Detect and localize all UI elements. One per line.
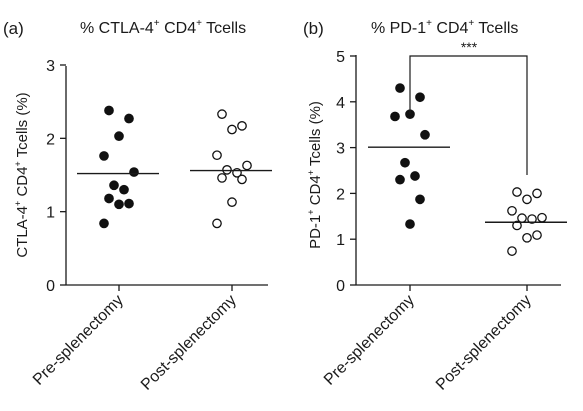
filled-data-point	[109, 180, 119, 191]
panel-a-title: % CTLA-4+ CD4+ Tcells	[80, 18, 246, 37]
panel-a-x-ticks: Pre-splenectomy Post-splenectomy	[30, 285, 240, 394]
filled-data-point	[405, 219, 415, 229]
filled-data-point	[390, 111, 400, 122]
panel-a: (a) % CTLA-4+ CD4+ Tcells CTLA-4+ CD4+ T…	[3, 18, 272, 394]
x-tick-label: Pre-splenectomy	[321, 292, 418, 389]
filled-data-point	[410, 171, 420, 181]
filled-data-point	[415, 194, 425, 205]
filled-data-point	[104, 193, 114, 204]
y-tick-label: 0	[336, 278, 345, 295]
y-tick-label: 3	[336, 141, 345, 158]
filled-data-point	[124, 113, 134, 124]
open-data-point	[527, 214, 537, 224]
open-data-point	[227, 124, 237, 135]
x-tick-label: Post-splenectomy	[138, 292, 240, 394]
panel-a-ylabel: CTLA-4+ CD4+ Tcells (%)	[13, 92, 31, 257]
open-data-point	[217, 173, 227, 183]
open-data-point	[507, 205, 517, 216]
y-tick-label: 2	[46, 131, 55, 148]
y-tick-label: 4	[336, 95, 345, 112]
filled-data-point	[129, 167, 139, 177]
y-tick-label: 1	[336, 232, 345, 249]
open-data-point	[512, 187, 522, 197]
y-tick-label: 5	[336, 49, 345, 66]
open-data-point	[507, 246, 517, 256]
filled-data-point	[114, 131, 124, 141]
open-data-point	[242, 160, 252, 171]
x-tick-label: Post-splenectomy	[433, 292, 535, 394]
y-tick-label: 3	[46, 58, 55, 75]
panel-b: (b) % PD-1+ CD4+ Tcells PD-1+ CD4+ Tcell…	[303, 18, 567, 394]
filled-data-point	[114, 199, 124, 210]
panel-b-ylabel: PD-1+ CD4+ Tcells (%)	[306, 101, 324, 249]
open-data-point	[522, 194, 532, 205]
panel-b-x-ticks: Pre-splenectomy Post-splenectomy	[321, 285, 535, 394]
open-data-point	[212, 150, 222, 161]
filled-data-point	[420, 129, 430, 140]
panel-a-points	[77, 105, 272, 229]
significance-bracket	[409, 55, 528, 175]
filled-data-point	[119, 184, 129, 195]
open-data-point	[222, 165, 232, 175]
filled-data-point	[124, 198, 134, 209]
open-data-point	[532, 230, 542, 240]
panel-a-y-ticks: 0 1 2 3	[46, 58, 66, 295]
open-data-point	[537, 212, 547, 223]
y-tick-label: 2	[336, 186, 345, 203]
x-tick-label: Pre-splenectomy	[30, 292, 127, 389]
y-tick-label: 1	[46, 205, 55, 222]
panel-b-y-ticks: 0 1 2 3 4 5	[336, 49, 356, 295]
open-data-point	[532, 188, 542, 199]
open-data-point	[512, 220, 522, 231]
open-data-point	[237, 121, 247, 131]
open-data-point	[237, 174, 247, 185]
filled-data-point	[99, 151, 109, 161]
panel-b-label: (b)	[303, 19, 324, 38]
filled-data-point	[415, 92, 425, 103]
filled-data-point	[104, 105, 114, 116]
panel-b-title: % PD-1+ CD4+ Tcells	[371, 18, 518, 37]
filled-data-point	[400, 157, 410, 168]
open-data-point	[227, 197, 237, 207]
open-data-point	[212, 218, 222, 229]
filled-data-point	[395, 174, 405, 185]
filled-data-point	[99, 218, 109, 229]
filled-data-point	[395, 83, 405, 93]
open-data-point	[522, 232, 532, 243]
y-tick-label: 0	[46, 278, 55, 295]
panel-b-points	[368, 83, 567, 256]
open-data-point	[217, 109, 227, 119]
significance-label: ***	[461, 39, 478, 55]
panel-a-label: (a)	[3, 19, 24, 38]
